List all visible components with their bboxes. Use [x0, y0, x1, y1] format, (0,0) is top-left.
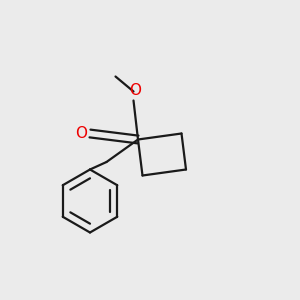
- Text: O: O: [76, 126, 88, 141]
- Text: O: O: [129, 83, 141, 98]
